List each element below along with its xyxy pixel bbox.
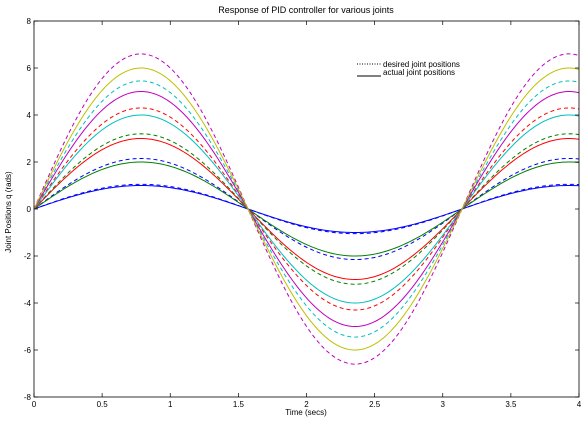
x-tick-label: 2.5 [369,400,381,409]
y-tick-label: 2 [27,158,32,167]
x-axis-label: Time (secs) [285,408,327,417]
y-tick-label: -6 [24,346,32,355]
x-tick-label: 1 [168,400,173,409]
x-tick-label: 2 [304,400,309,409]
series-line-actual-10 [33,114,580,304]
chart-title: Response of PID controller for various j… [218,5,394,15]
series-line-actual-11 [33,90,580,327]
series-line-actual-7 [33,184,580,234]
legend-actual-label: actual joint positions [383,68,455,77]
y-tick-label: 8 [27,17,32,26]
series-line-actual-8 [33,161,580,257]
y-tick-label: 6 [27,64,32,73]
y-tick-label: -4 [24,299,32,308]
series-line-actual-12 [33,67,580,351]
x-tick-label: 3 [441,400,446,409]
plot-area: 0 0.5 1 1.5 2 2.5 3 3.5 4 -8 -6 -4 -2 0 2 4 6 8 [24,17,581,409]
series-line-desired-3 [33,133,580,285]
y-tick-label: 4 [27,111,32,120]
x-tick-label: 4 [577,400,581,409]
series-line-desired-6 [33,53,580,365]
series-line-desired-4 [33,107,580,311]
x-tick-label: 3.5 [505,400,517,409]
x-tick-label: 0 [32,400,37,409]
series-line-actual-9 [33,137,580,280]
x-tick-label: 0.5 [97,400,109,409]
legend: desired joint positions actual joint pos… [357,60,460,77]
y-axis-label: Joint Positions q (rads) [4,171,13,253]
y-tick-label: -2 [24,252,32,261]
series-line-desired-2 [33,157,580,261]
y-tick-label: 0 [27,205,32,214]
series-line-desired-5 [33,80,580,338]
y-tick-label: -8 [24,393,32,402]
legend-desired-label: desired joint positions [383,60,460,69]
x-tick-label: 1.5 [233,400,245,409]
